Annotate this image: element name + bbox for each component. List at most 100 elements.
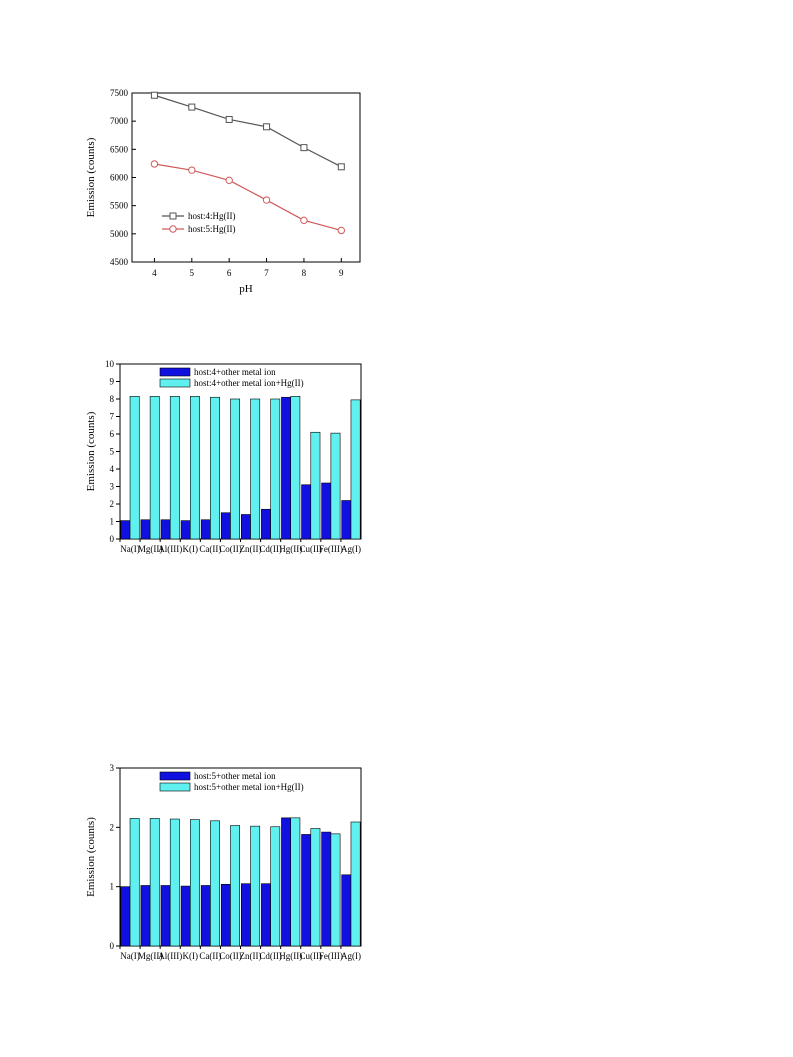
x-tick-label: 8: [302, 268, 307, 278]
bar-2: [129, 396, 140, 540]
legend-swatch: [159, 367, 191, 377]
data-point: [225, 176, 233, 185]
x-tick-label: Ca(II): [199, 951, 221, 961]
data-point: [262, 196, 271, 204]
series-line-1: [154, 94, 342, 168]
x-tick-label: Hg(II): [279, 951, 302, 961]
x-tick-label: Cu(II): [300, 544, 323, 554]
series-line-2: [154, 163, 342, 232]
y-tick-label: 9: [110, 377, 115, 387]
bar-2: [310, 431, 321, 540]
bar-2: [290, 396, 301, 540]
x-tick-label: Na(I): [120, 951, 140, 961]
host5-bar-chart: 0 1 2 3 Na(I)Mg(II)Al(III) K(I) Ca(II)Co(II)Zn…: [85, 763, 362, 961]
y-tick-label: 0: [110, 941, 115, 951]
bar-2: [250, 398, 261, 540]
y-tick-label: 1: [110, 517, 115, 527]
y-tick-label: 2: [110, 499, 115, 509]
y-tick-label: 2: [110, 822, 115, 832]
legend-label: host:5+other metal ion: [194, 771, 276, 781]
bar-2: [210, 396, 220, 540]
bar-1: [200, 885, 211, 947]
bar-1: [160, 885, 171, 947]
bar-2: [230, 398, 240, 540]
x-axis-title: pH: [239, 283, 253, 295]
legend-label: host:4+other metal ion: [194, 367, 276, 377]
legend-marker: [169, 225, 177, 233]
y-tick-label: 5: [110, 447, 115, 457]
x-tick-label: Mg(II): [138, 544, 163, 554]
legend-label: host:5+other metal ion+Hg(II): [194, 782, 304, 792]
bar-2: [210, 820, 220, 947]
y-tick-label: 7500: [110, 88, 129, 98]
y-tick-label: 6500: [110, 144, 129, 154]
bar-1: [261, 508, 271, 540]
y-tick-label: 7: [110, 412, 115, 422]
data-point: [150, 160, 159, 168]
x-tick-label: Cd(II): [259, 544, 282, 554]
x-tick-label: Na(I): [120, 544, 140, 554]
y-tick-label: 10: [105, 359, 115, 369]
host4-bar-chart: 0 1 2 3 4 5 6 7 8 9 10 Na(I)Mg(II)Al(III) K(I) Ca(II)…: [85, 359, 362, 554]
y-tick-label: 6: [110, 429, 115, 439]
bar-1: [301, 484, 312, 540]
bar-1: [180, 885, 191, 947]
bar-1: [321, 482, 332, 540]
bar-1: [261, 883, 271, 947]
data-point: [300, 144, 308, 152]
x-tick-label: Zn(II): [240, 951, 262, 961]
plot-frame: [131, 92, 361, 263]
bar-2: [189, 396, 200, 540]
ph-line-chart: 4500 5000 5500 6000 6500 7000 7500 4 5 6 7 8 9 pH Emis…: [85, 88, 361, 295]
bar-2: [149, 818, 160, 947]
y-tick-label: 7000: [110, 116, 129, 126]
bar-2: [330, 833, 341, 947]
y-axis-title: Emission (counts): [85, 137, 97, 217]
legend-label: host:4+other metal ion+Hg(II): [194, 378, 304, 388]
x-tick-label: Mg(II): [138, 951, 163, 961]
data-point: [225, 115, 233, 123]
data-point: [337, 226, 346, 235]
y-tick-label: 0: [110, 534, 115, 544]
x-tick-label: Cd(II): [259, 951, 282, 961]
y-tick-label: 3: [110, 482, 115, 492]
y-tick-label: 3: [110, 763, 115, 773]
bar-2: [169, 818, 180, 947]
x-tick-label: 7: [264, 268, 269, 278]
bar-1: [140, 519, 151, 540]
bar-1: [321, 831, 332, 947]
bar-2: [350, 399, 361, 540]
data-point: [263, 123, 271, 131]
bar-2: [189, 819, 200, 947]
data-point: [337, 163, 345, 171]
bar-1: [220, 883, 231, 947]
legend-swatch: [159, 771, 191, 781]
bar-1: [281, 817, 292, 947]
x-tick-label: Co(II): [219, 951, 242, 961]
legend-label: host:4:Hg(II): [188, 211, 236, 221]
x-tick-label: Ag(I): [341, 544, 361, 554]
bar-2: [330, 432, 341, 540]
x-tick-label: Fe(III): [319, 951, 343, 961]
bar-2: [129, 818, 140, 947]
legend-swatch: [159, 782, 191, 792]
x-tick-label: K(I): [183, 544, 199, 554]
y-tick-label: 5500: [110, 201, 129, 211]
x-tick-label: Ca(II): [199, 544, 221, 554]
bar-2: [310, 828, 321, 947]
bar-1: [341, 500, 352, 540]
x-tick-label: Hg(II): [279, 544, 302, 554]
data-point: [150, 91, 158, 99]
x-tick-label: 4: [152, 268, 157, 278]
x-tick-label: 6: [227, 268, 232, 278]
bar-2: [250, 825, 261, 947]
bar-1: [281, 396, 292, 540]
y-tick-label: 4500: [110, 257, 129, 267]
data-point: [300, 216, 308, 225]
legend-swatch: [159, 378, 191, 388]
x-tick-label: 9: [339, 268, 344, 278]
bar-2: [290, 817, 301, 947]
bar-2: [230, 825, 240, 947]
bar-2: [169, 396, 180, 540]
x-tick-label: Ag(I): [341, 951, 361, 961]
